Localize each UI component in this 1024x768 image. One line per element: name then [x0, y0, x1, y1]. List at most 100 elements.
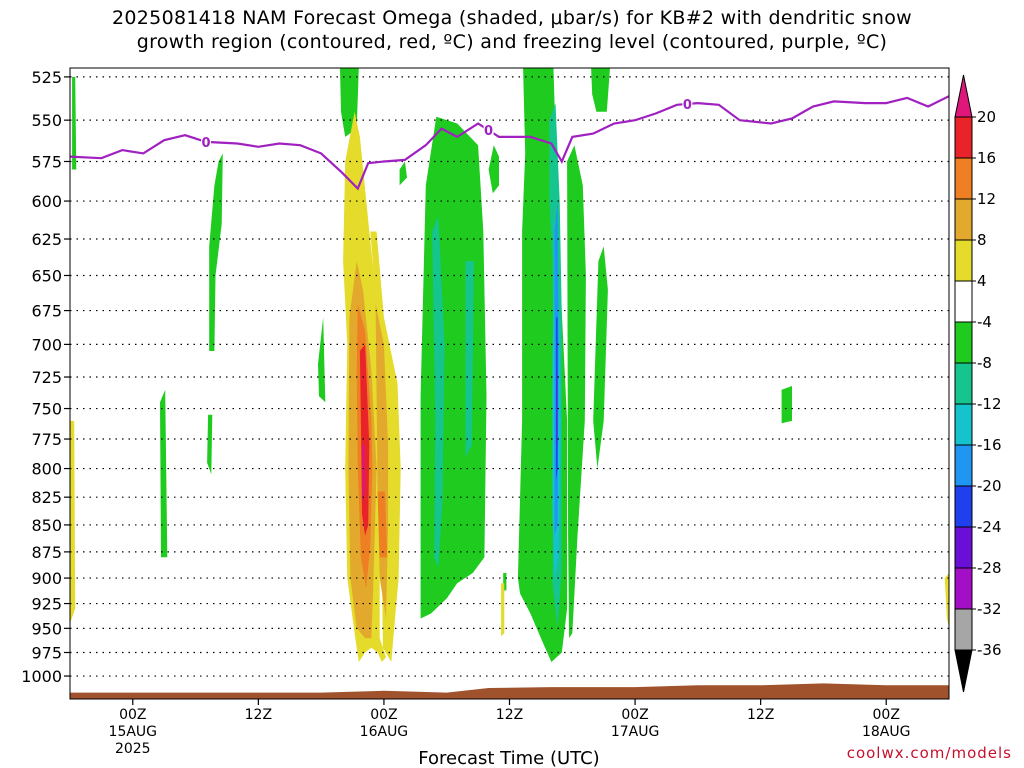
- colorbar-label-8: -16: [977, 436, 1002, 454]
- colorbar-label-4: 4: [977, 272, 987, 290]
- y-tick-label-600: 600: [31, 192, 62, 211]
- colorbar-bin-1: [954, 116, 973, 159]
- freezing-level-label-0: 0: [202, 136, 211, 151]
- omega-region-13: [591, 68, 610, 112]
- x-tick-time-1: 12Z: [245, 707, 272, 723]
- x-tick-date-6: 18AUG: [862, 724, 911, 740]
- chart-title: 2025081418 NAM Forecast Omega (shaded, μ…: [0, 6, 1024, 54]
- y-tick-label-575: 575: [31, 152, 62, 171]
- omega-region-33: [362, 445, 366, 503]
- colorbar-bin-9: [954, 444, 973, 487]
- freezing-level-label-bg-1: [483, 122, 494, 137]
- grid-layer: [70, 76, 949, 677]
- colorbar-bin-5: [954, 280, 973, 323]
- omega-region-12: [567, 145, 586, 639]
- omega-region-4: [209, 153, 223, 351]
- colorbar-bin-7: [954, 362, 973, 405]
- colorbar-label-2: 12: [977, 190, 996, 208]
- colorbar-label-12: -32: [977, 600, 1002, 618]
- x-tick-date-4: 17AUG: [611, 724, 660, 740]
- omega-region-25: [501, 583, 505, 637]
- x-tick-date-2: 16AUG: [360, 724, 409, 740]
- x-tick-date-0: 15AUG: [109, 724, 158, 740]
- colorbar-label-1: 16: [977, 149, 996, 167]
- chart-title-line2: growth region (contoured, red, ºC) and f…: [136, 31, 888, 53]
- freezing-level-layer: 0 0 0: [70, 95, 949, 191]
- y-tick-label-625: 625: [31, 230, 62, 249]
- y-tick-label-875: 875: [31, 543, 62, 562]
- y-tick-label-650: 650: [31, 266, 62, 285]
- colorbar-bin-10: [954, 485, 973, 528]
- y-tick-label-1000: 1000: [21, 667, 62, 686]
- plot-frame: [69, 67, 950, 700]
- omega-region-0: [72, 76, 77, 170]
- omega-shading: [70, 68, 949, 662]
- freezing-level-label-2: 0: [683, 98, 692, 113]
- plot-area: 0 0 0: [70, 68, 949, 699]
- colorbar-bin-14: [954, 649, 973, 693]
- colorbar-bin-4: [954, 239, 973, 282]
- colorbar-bin-3: [954, 198, 973, 241]
- colorbar-bin-2: [954, 157, 973, 200]
- y-tick-label-700: 700: [31, 335, 62, 354]
- colorbar-bin-8: [954, 403, 973, 446]
- omega-region-16: [432, 216, 445, 568]
- y-tick-label-800: 800: [31, 460, 62, 479]
- omega-region-23: [70, 420, 76, 624]
- freezing-level-label-bg-0: [201, 133, 212, 148]
- y-tick-label-925: 925: [31, 595, 62, 614]
- terrain-area: [70, 683, 949, 699]
- y-tick-label-525: 525: [31, 68, 62, 87]
- colorbar-bin-6: [954, 321, 973, 364]
- x-tick-year-0: 2025: [115, 741, 151, 757]
- omega-region-8: [420, 116, 487, 619]
- omega-region-14: [593, 246, 608, 469]
- y-tick-label-550: 550: [31, 111, 62, 130]
- y-tick-label-975: 975: [31, 643, 62, 662]
- colorbar-label-10: -24: [977, 518, 1002, 536]
- colorbar-label-7: -12: [977, 395, 1002, 413]
- colorbar-label-0: 20: [977, 108, 996, 126]
- chart-title-line1: 2025081418 NAM Forecast Omega (shaded, μ…: [112, 7, 912, 29]
- omega-region-32: [359, 344, 370, 536]
- colorbar-bin-11: [954, 526, 973, 569]
- x-tick-time-2: 00Z: [370, 707, 397, 723]
- y-tick-label-900: 900: [31, 569, 62, 588]
- colorbar-label-6: -8: [977, 354, 992, 372]
- y-tick-label-675: 675: [31, 302, 62, 321]
- site-credit[interactable]: coolwx.com/models: [846, 744, 1012, 762]
- freezing-level-label-1: 0: [484, 124, 493, 139]
- colorbar-bin-0: [954, 74, 973, 118]
- colorbar-bin-12: [954, 567, 973, 610]
- omega-region-5: [318, 317, 326, 403]
- colorbar-bin-13: [954, 608, 973, 651]
- x-tick-time-3: 12Z: [496, 707, 523, 723]
- y-tick-label-725: 725: [31, 368, 62, 387]
- omega-region-9: [488, 145, 499, 194]
- y-tick-label-850: 850: [31, 516, 62, 535]
- omega-region-22: [556, 370, 558, 445]
- omega-region-6: [399, 161, 407, 186]
- x-axis-label: Forecast Time (UTC): [418, 748, 599, 768]
- omega-region-15: [781, 386, 792, 424]
- omega-region-1: [160, 389, 168, 558]
- colorbar-label-11: -28: [977, 559, 1002, 577]
- terrain-layer: [70, 683, 949, 699]
- y-tick-label-825: 825: [31, 488, 62, 507]
- y-tick-label-750: 750: [31, 400, 62, 419]
- colorbar-label-9: -20: [977, 477, 1002, 495]
- omega-region-3: [207, 414, 213, 475]
- freezing-level-label-bg-2: [682, 95, 693, 110]
- y-axis: 525 550 575 600 625 650 675 700 725 750 775 800 825 8…: [21, 68, 70, 686]
- colorbar-label-3: 8: [977, 231, 987, 249]
- x-tick-time-0: 00Z: [119, 707, 146, 723]
- omega-region-24: [944, 572, 949, 629]
- x-tick-time-4: 00Z: [621, 707, 648, 723]
- colorbar-label-13: -36: [977, 641, 1002, 659]
- x-tick-time-6: 00Z: [873, 707, 900, 723]
- colorbar: 20 16 12 8 4 -4 -8 -12 -16 -20 -24 -28 -32 -36: [954, 74, 1002, 693]
- colorbar-label-5: -4: [977, 313, 992, 331]
- y-tick-label-950: 950: [31, 619, 62, 638]
- y-tick-label-775: 775: [31, 430, 62, 449]
